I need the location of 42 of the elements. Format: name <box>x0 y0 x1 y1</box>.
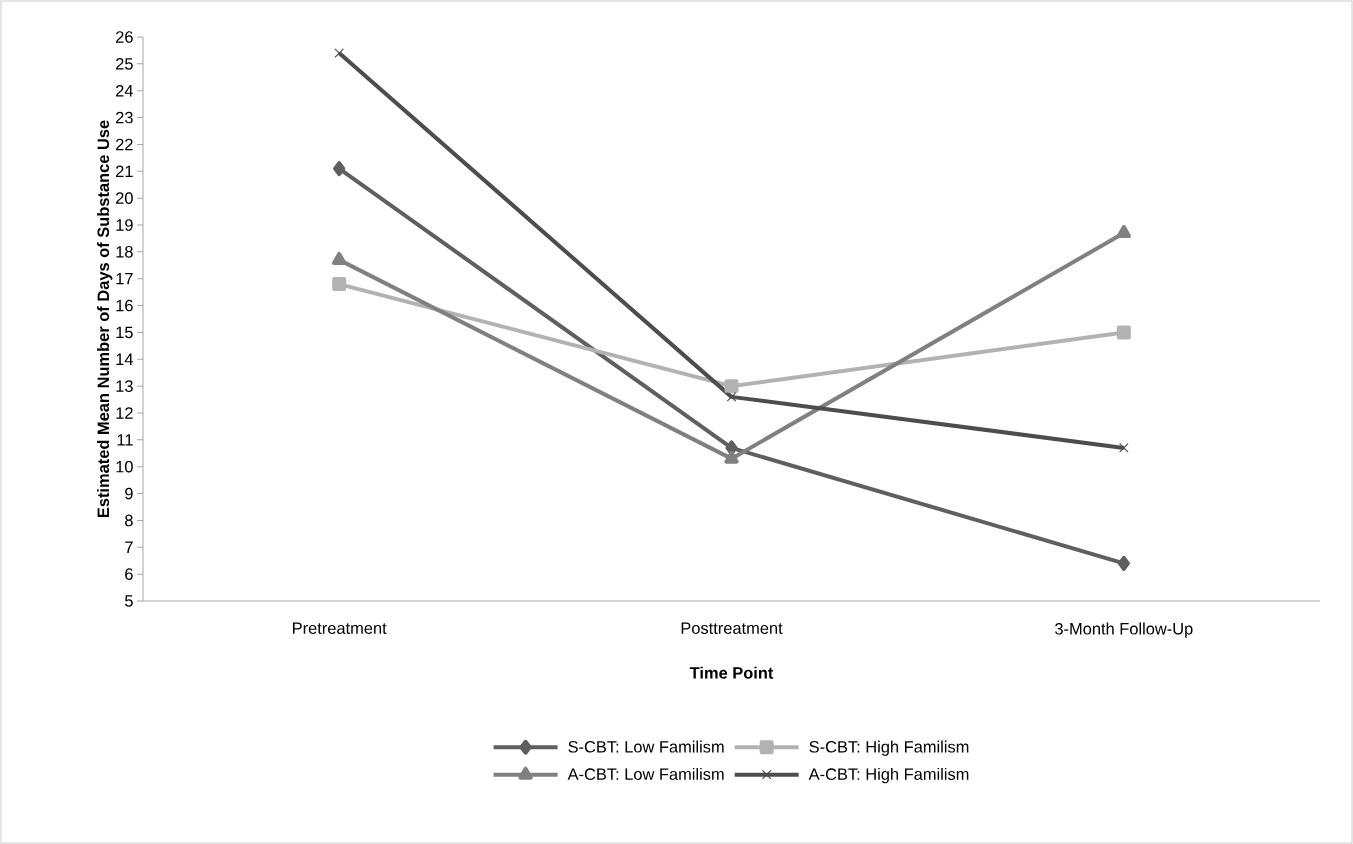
y-tick-label: 20 <box>116 192 133 204</box>
y-tick-label: 24 <box>116 84 133 97</box>
y-tick-label: 23 <box>116 111 133 124</box>
legend-label: A-CBT: Low Familism <box>567 767 724 781</box>
point <box>332 251 347 265</box>
y-tick-label: 25 <box>116 58 133 70</box>
y-tick-label: 10 <box>116 460 133 473</box>
point <box>333 161 346 177</box>
y-tick-label: 11 <box>117 434 133 446</box>
y-tick-label: 6 <box>125 568 133 580</box>
y-tick-label: 15 <box>116 326 133 339</box>
y-tick-label: 21 <box>116 165 133 178</box>
y-tick-label: 14 <box>116 353 133 365</box>
point <box>1119 443 1129 453</box>
point <box>724 450 739 464</box>
y-tick-label: 5 <box>125 595 133 607</box>
y-tick-label: 17 <box>116 273 133 285</box>
y-tick-label: 18 <box>116 246 133 258</box>
point <box>724 379 739 394</box>
y-tick-label: 19 <box>116 219 133 231</box>
x-axis-title: Time Point <box>689 666 774 679</box>
y-tick-label: 12 <box>116 407 133 419</box>
point <box>334 48 344 58</box>
y-tick-label: 16 <box>116 299 133 312</box>
y-tick-label: 26 <box>116 31 133 43</box>
y-tick-label: 8 <box>125 514 133 527</box>
y-axis-title: Estimated Mean Number of Days of Substance Use <box>97 120 113 518</box>
x-tick-label: 3-Month Follow-Up <box>1055 622 1193 638</box>
legend-label: A-CBT: High Familism <box>808 767 969 784</box>
y-tick-label: 13 <box>116 380 133 392</box>
y-tick-label: 7 <box>125 541 133 553</box>
point <box>1117 555 1130 571</box>
y-tick-label: 9 <box>125 487 133 500</box>
x-tick-label: Posttreatment <box>681 622 783 634</box>
point <box>726 392 737 402</box>
legend-label: S-CBT: Low Familism <box>568 740 724 753</box>
point <box>1116 225 1132 239</box>
point <box>332 277 347 292</box>
legend-label: S-CBT: High Familism <box>809 740 969 756</box>
point <box>1116 325 1131 340</box>
y-tick-label: 22 <box>116 138 133 151</box>
x-tick-label: Pretreatment <box>293 622 387 634</box>
